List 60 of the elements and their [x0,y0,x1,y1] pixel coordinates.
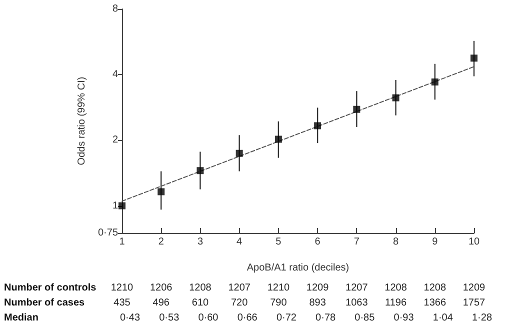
x-tick-label: 7 [354,236,360,248]
text: 0·85 [354,312,376,324]
text: 1063 [346,298,368,308]
x-tick-label: 6 [314,236,321,248]
point [314,122,322,130]
text: 1366 [424,298,446,308]
text: 0·60 [198,312,219,324]
text: 0·66 [237,312,258,324]
text: 1757 [462,298,486,308]
text: 0·93 [394,312,414,324]
x-tick-label: 3 [197,236,204,248]
text: 1210 [267,282,290,294]
point [236,150,243,157]
x-tick-label: 8 [392,236,399,248]
text: 1208 [424,282,446,294]
text: 496 [152,298,170,308]
point [158,188,165,196]
text: 1·04 [432,312,454,324]
y-tick-label: 8 [112,4,118,14]
point [392,94,400,102]
text: 1209 [462,282,486,294]
y-tick-label: 4 [112,69,118,80]
text: 1208 [384,282,408,294]
text: 435 [114,298,131,308]
point [274,136,282,143]
text: 0·53 [159,312,180,324]
text: Number of cases [4,298,86,308]
x-axis-title: ApoB/A1 ratio (deciles) [246,262,350,274]
x-tick-label: 4 [236,236,243,248]
x-tick-label: 10 [468,236,480,248]
text: 1207 [346,282,368,294]
y-tick-label: 0·75 [98,228,118,238]
text: 1207 [228,282,251,294]
text: 1196 [385,298,407,308]
x-tick-label: 5 [276,236,282,248]
text: 1·28 [472,312,492,324]
text: 610 [192,298,209,308]
point [196,167,204,174]
x-tick-label: 2 [158,236,164,248]
text: 1206 [150,282,173,294]
text: 0·78 [316,312,336,324]
y-tick-label: 2 [112,134,118,146]
point [118,202,126,210]
text: Number of controls [4,282,97,294]
x-tick-label: 1 [119,236,126,248]
point [470,54,478,62]
text: Median [4,312,38,324]
text: 1210 [110,282,134,294]
text: 0·72 [276,312,297,324]
text: 893 [309,298,326,308]
point [353,106,360,113]
text: 0·43 [120,312,140,324]
point [431,78,438,86]
y-axis-title: Odds ratio (99% CI) [76,76,88,166]
text: 720 [230,298,248,308]
text: 790 [270,298,288,308]
x-tick-label: 9 [432,236,438,248]
text: 1209 [306,282,330,294]
y-tick-label: 1 [112,200,118,212]
text: 1208 [189,282,212,294]
